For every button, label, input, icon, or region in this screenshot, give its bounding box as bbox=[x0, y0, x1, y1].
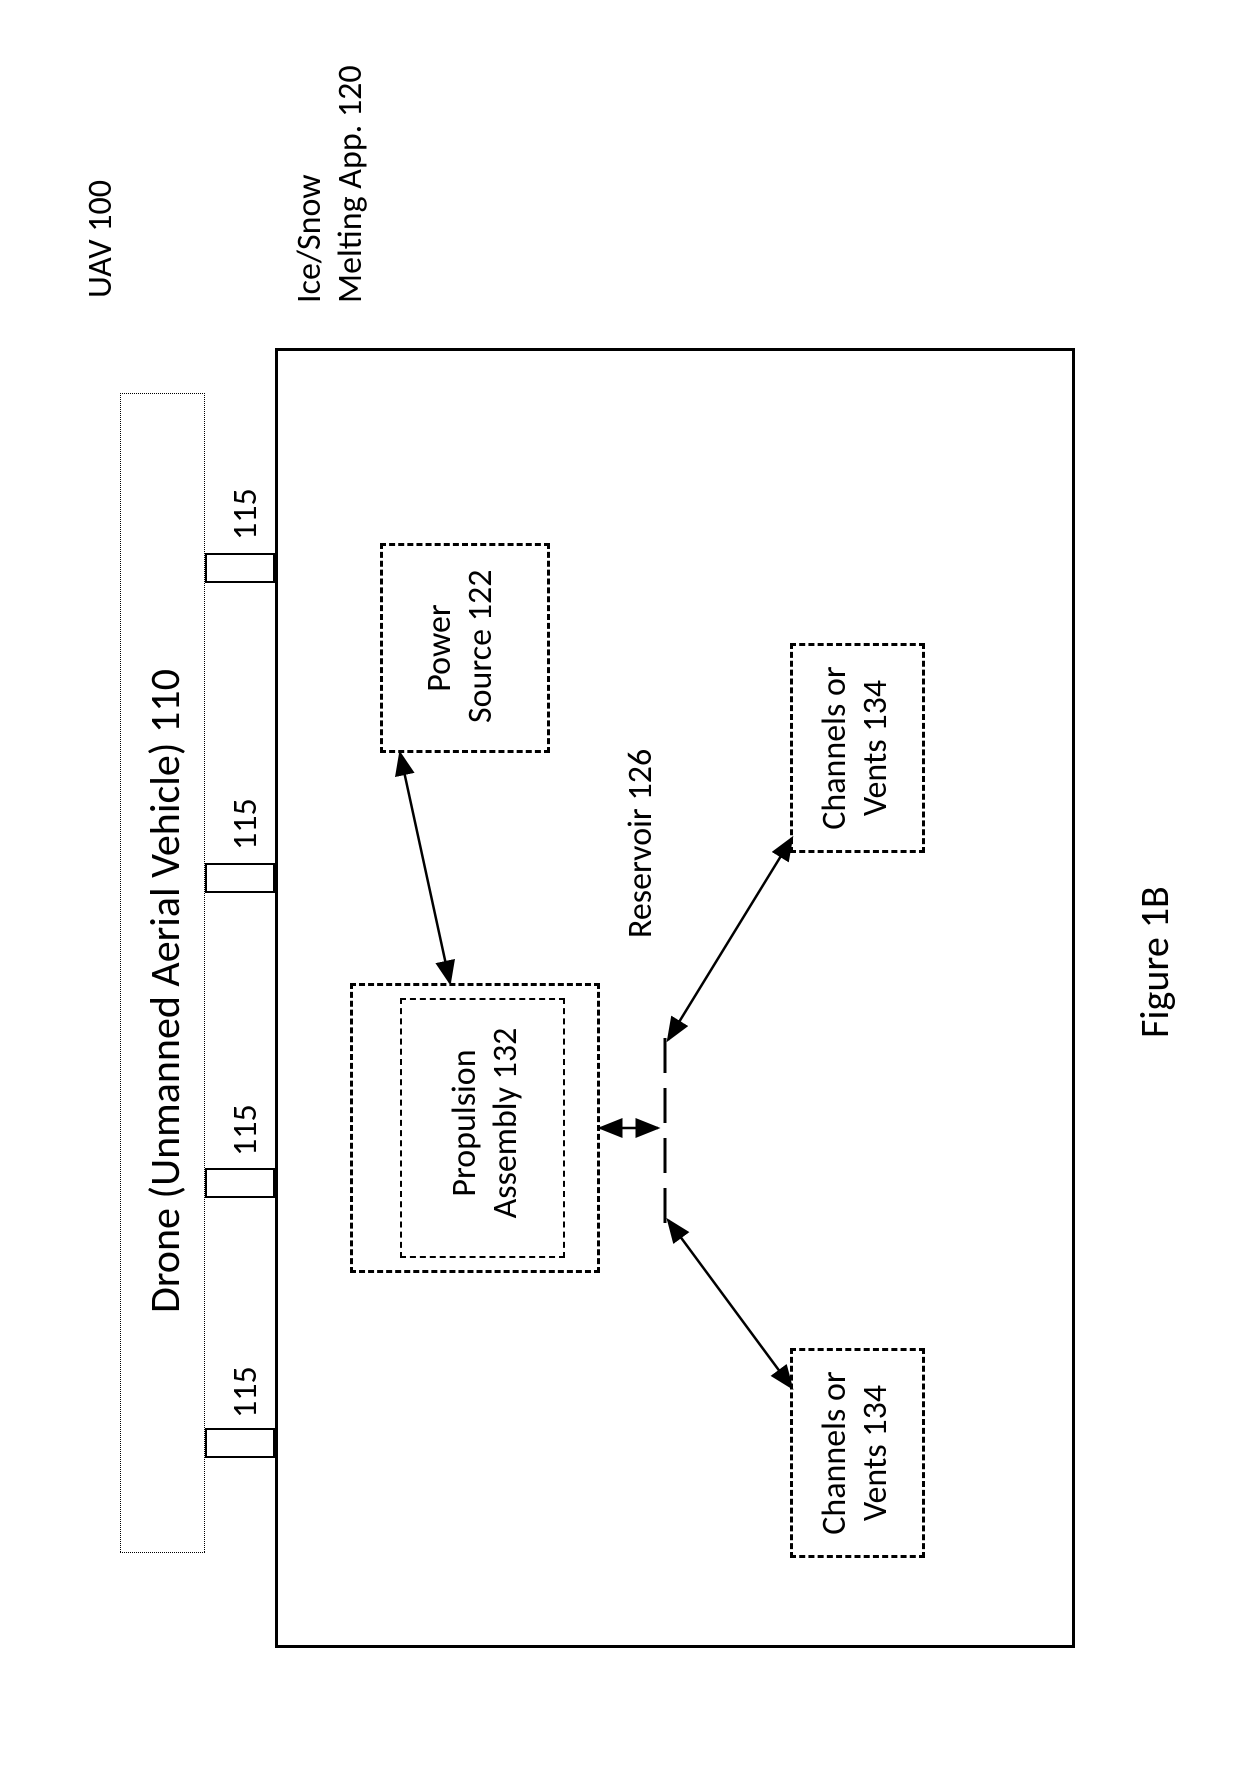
propulsion-line1: Propulsion bbox=[445, 1023, 486, 1223]
propulsion-label: Propulsion Assembly 132 bbox=[445, 1023, 527, 1223]
connector-1 bbox=[205, 1428, 275, 1458]
app-label-line2: Melting App. 120 bbox=[331, 65, 372, 303]
power-label: Power Source 122 bbox=[420, 573, 502, 723]
connector-4-label: 115 bbox=[225, 488, 266, 540]
channels-right-line1: Channels or bbox=[815, 653, 856, 843]
reservoir-label: Reservoir 126 bbox=[620, 749, 661, 938]
app-label-line1: Ice/Snow bbox=[290, 65, 331, 303]
connector-2 bbox=[205, 1168, 275, 1198]
channels-left-label: Channels or Vents 134 bbox=[815, 1358, 897, 1548]
diagram-canvas: UAV 100 Drone (Unmanned Aerial Vehicle) … bbox=[0, 0, 1240, 1768]
uav-label: UAV 100 bbox=[80, 180, 121, 298]
connector-3 bbox=[205, 863, 275, 893]
connector-3-label: 115 bbox=[225, 798, 266, 850]
channels-left-line2: Vents 134 bbox=[856, 1358, 897, 1548]
drone-label: Drone (Unmanned Aerial Vehicle) 110 bbox=[140, 669, 191, 1313]
melting-app-label: Ice/Snow Melting App. 120 bbox=[290, 65, 372, 303]
connector-1-label: 115 bbox=[225, 1366, 266, 1418]
connector-4 bbox=[205, 553, 275, 583]
power-line1: Power bbox=[420, 573, 461, 723]
channels-right-label: Channels or Vents 134 bbox=[815, 653, 897, 843]
channels-right-line2: Vents 134 bbox=[856, 653, 897, 843]
propulsion-line2: Assembly 132 bbox=[486, 1023, 527, 1223]
connector-2-label: 115 bbox=[225, 1104, 266, 1156]
figure-title: Figure 1B bbox=[1130, 886, 1179, 1038]
channels-left-line1: Channels or bbox=[815, 1358, 856, 1548]
power-line2: Source 122 bbox=[461, 573, 502, 723]
